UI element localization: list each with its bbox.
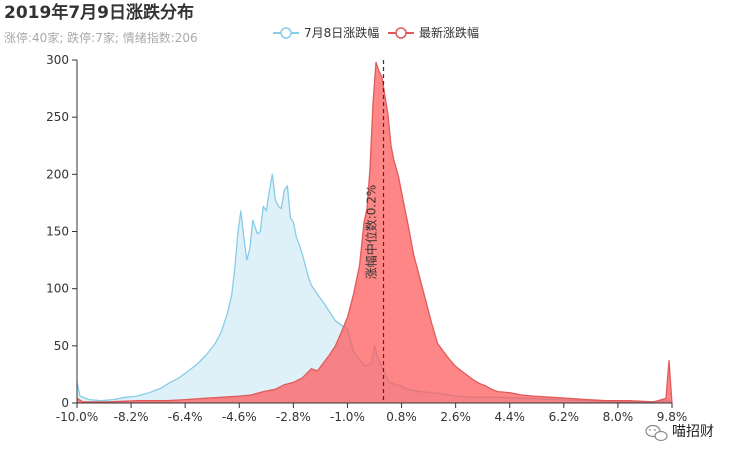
y-axis-ticks: 0 50 100 150 200 250 300 (46, 53, 77, 410)
legend-label-prev: 7月8日涨跌幅 (304, 25, 379, 40)
x-tick-label: -2.8% (276, 410, 311, 424)
y-tick-label: 0 (61, 396, 69, 410)
legend-item-latest[interactable]: 最新涨跌幅 (388, 25, 479, 40)
x-tick-label: -6.4% (168, 410, 203, 424)
x-tick-label: 0.8% (386, 410, 417, 424)
median-label: 涨幅中位数:0.2% (364, 185, 379, 280)
x-tick-label: 4.4% (494, 410, 525, 424)
watermark-text: 喵招财 (672, 424, 714, 440)
y-tick-label: 200 (46, 167, 69, 181)
y-tick-label: 300 (46, 53, 69, 67)
x-tick-label: -1.0% (330, 410, 365, 424)
y-tick-label: 100 (46, 282, 69, 296)
y-tick-label: 50 (54, 339, 69, 353)
legend-item-prev[interactable]: 7月8日涨跌幅 (273, 25, 379, 40)
x-tick-label: 8.0% (603, 410, 634, 424)
x-tick-label: 6.2% (549, 410, 580, 424)
axes: 0 50 100 150 200 250 300 -10.0% -8.2% -6.4% -4.6%… (46, 53, 687, 424)
x-tick-label: -8.2% (114, 410, 149, 424)
legend[interactable]: 7月8日涨跌幅 最新涨跌幅 (273, 25, 479, 40)
y-tick-label: 250 (46, 110, 69, 124)
chart-title: 2019年7月9日涨跌分布 (4, 2, 194, 23)
x-tick-label: 2.6% (440, 410, 471, 424)
chart-subtitle: 涨停:40家; 跌停:7家; 情绪指数:206 (4, 30, 198, 45)
x-tick-label: 9.8% (657, 410, 688, 424)
series-0-area (77, 174, 672, 403)
y-tick-label: 150 (46, 225, 69, 239)
series-1 (76, 61, 673, 404)
x-tick-label: -4.6% (222, 410, 257, 424)
legend-label-latest: 最新涨跌幅 (419, 25, 479, 40)
watermark: 喵招财 (645, 424, 714, 442)
series-1-area (77, 62, 672, 404)
median-mark: 涨幅中位数:0.2% (364, 60, 385, 403)
x-tick-label: -10.0% (56, 410, 98, 424)
series-1-line (76, 61, 673, 404)
wechat-icon (645, 424, 668, 442)
x-axis-ticks: -10.0% -8.2% -6.4% -4.6% -2.8% -1.0% 0.8% 2.6% 4… (56, 403, 687, 424)
plot-area (76, 61, 673, 404)
